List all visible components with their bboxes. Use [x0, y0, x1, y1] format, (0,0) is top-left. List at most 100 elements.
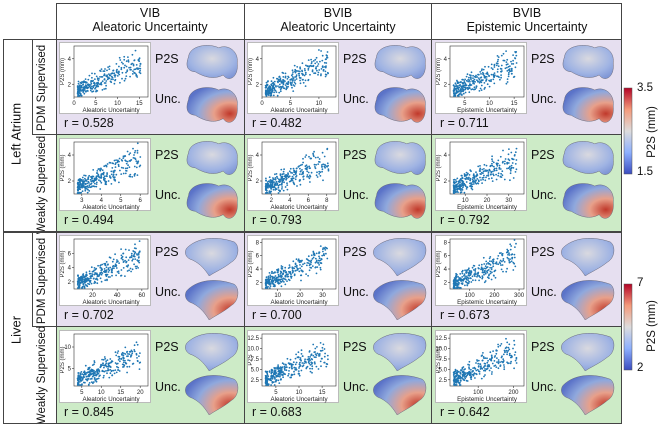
scatter-point	[470, 270, 473, 272]
scatter-point	[300, 260, 303, 262]
scatter-point	[479, 76, 482, 79]
scatter-point	[313, 72, 315, 75]
scatter-point	[132, 64, 135, 67]
scatter-point	[489, 264, 492, 266]
scatter-point	[94, 78, 96, 80]
scatter-point	[463, 277, 465, 280]
scatter-point	[479, 167, 482, 170]
scatter-point	[479, 80, 481, 83]
scatter-point	[502, 258, 505, 260]
scatter-point	[117, 165, 120, 168]
scatter-point	[124, 248, 127, 251]
scatter-point	[485, 260, 488, 263]
scatter-point	[95, 183, 98, 185]
scatter-point	[459, 184, 462, 186]
scatter-point	[265, 81, 268, 84]
scatter-point	[128, 353, 131, 355]
scatter-point	[77, 181, 79, 184]
scatter-point	[307, 262, 310, 264]
scatter-point	[134, 243, 136, 246]
scatter-point	[79, 179, 82, 182]
scatter-point	[281, 267, 284, 270]
scatter-point	[114, 263, 117, 266]
scatter-point	[110, 183, 113, 185]
scatter-point	[269, 287, 271, 289]
scatter-point	[105, 365, 108, 368]
scatter-point	[112, 176, 115, 179]
scatter-point	[298, 165, 301, 167]
correlation-value: r = 0.793	[252, 213, 302, 227]
scatter-point	[107, 368, 109, 370]
scatter-point	[454, 191, 457, 194]
scatter-point	[282, 72, 285, 74]
correlation-value: r = 0.702	[64, 308, 114, 322]
scatter-point	[515, 159, 518, 161]
scatter-point	[470, 185, 472, 188]
scatter-point	[454, 181, 457, 184]
x-tick-label: 20	[484, 198, 491, 204]
scatter-point	[453, 87, 456, 89]
scatter-point	[105, 175, 108, 177]
scatter-point	[269, 285, 272, 287]
scatter-point	[297, 70, 300, 72]
scatter-point	[452, 184, 455, 187]
scatter-point	[304, 156, 307, 158]
scatter-point	[513, 154, 516, 156]
scatter-point	[282, 76, 285, 78]
scatter-point	[489, 173, 492, 176]
scatter-point	[82, 179, 84, 181]
scatter-point	[326, 148, 329, 151]
scatter-point	[270, 272, 273, 274]
scatter-point	[105, 360, 107, 363]
scatter-point	[483, 281, 486, 284]
scatter-point	[114, 178, 116, 181]
scatter-point	[117, 163, 120, 166]
scatter-point	[486, 266, 489, 268]
scatter-point	[133, 350, 136, 353]
scatter-point	[137, 59, 140, 62]
correlation-value: r = 0.494	[64, 213, 114, 227]
scatter-point	[298, 180, 301, 182]
scatter-point	[292, 71, 294, 73]
x-tick-label: 15	[511, 101, 518, 107]
scatter-point	[92, 181, 95, 183]
scatter-point	[291, 86, 293, 89]
scatter-point	[136, 343, 139, 346]
scatter-point	[129, 66, 132, 69]
scatter-point	[295, 264, 298, 267]
scatter-point	[294, 263, 297, 266]
scatter-point	[91, 76, 93, 79]
scatter-point	[79, 184, 82, 186]
scatter-point	[104, 357, 107, 360]
scatter-point	[287, 176, 290, 179]
scatter-point	[508, 148, 510, 150]
scatter-point	[479, 165, 481, 167]
scatter-point	[326, 71, 329, 74]
scatter-point	[311, 61, 313, 63]
scatter-point	[116, 260, 119, 263]
scatter-point	[462, 84, 465, 87]
scatter-point	[122, 172, 125, 175]
scatter-point	[83, 174, 85, 177]
mesh-render	[186, 87, 238, 123]
scatter-point	[508, 159, 511, 162]
scatter-point	[477, 271, 480, 274]
scatter-point	[512, 54, 514, 56]
scatter-point	[468, 174, 471, 176]
scatter-point	[103, 78, 106, 80]
scatter-point	[316, 266, 319, 268]
scatter-point	[270, 84, 273, 87]
scatter-point	[107, 263, 109, 266]
scatter-point	[78, 85, 81, 88]
scatter-point	[511, 256, 514, 259]
scatter-point	[128, 359, 131, 362]
scatter-point	[484, 280, 487, 282]
scatter-point	[94, 379, 97, 382]
scatter-point	[105, 370, 107, 372]
scatter-point	[115, 363, 118, 365]
mesh-render	[185, 238, 239, 276]
scatter-point	[460, 88, 462, 91]
scatter-point	[294, 171, 297, 174]
scatter-point	[283, 281, 285, 283]
